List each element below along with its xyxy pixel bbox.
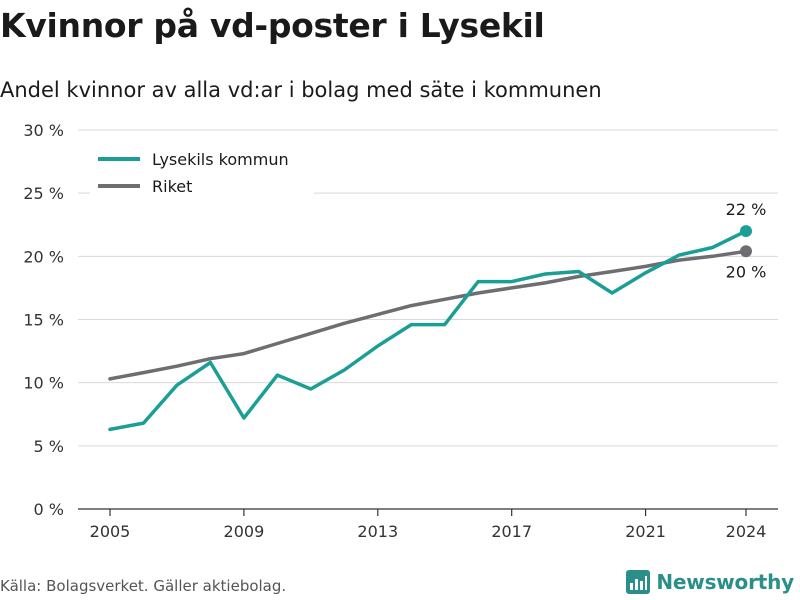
series-line [108, 229, 748, 432]
brand-name: Newsworthy [656, 570, 794, 594]
y-tick-label: 25 % [23, 184, 64, 203]
legend: Lysekils kommun Riket [90, 145, 314, 196]
y-tick-label: 15 % [23, 311, 64, 330]
source-note: Källa: Bolagsverket. Gäller aktiebolag. [0, 577, 287, 595]
y-tick-label: 30 % [23, 121, 64, 140]
legend-label: Riket [152, 177, 192, 196]
x-tick-label: 2005 [90, 522, 131, 541]
x-tick-label: 2021 [625, 522, 666, 541]
x-tick-label: 2017 [491, 522, 532, 541]
x-tick-label: 2013 [357, 522, 398, 541]
chart-title: Kvinnor på vd-poster i Lysekil [0, 6, 545, 45]
end-value-label: 20 % [726, 262, 767, 281]
end-value-label: 22 % [726, 200, 767, 219]
x-tick-label: 2024 [726, 522, 767, 541]
legend-label: Lysekils kommun [152, 150, 289, 169]
y-tick-label: 5 % [34, 437, 64, 456]
y-tick-label: 20 % [23, 247, 64, 266]
series-line [108, 249, 748, 381]
y-tick-label: 0 % [34, 500, 64, 519]
axes: 0 % 5 % 10 % 15 % 20 % 25 % 30 % 2005 2009 2013 20… [23, 121, 778, 541]
brand-logo: Newsworthy [626, 570, 794, 594]
series-end-marker [740, 225, 752, 238]
newsworthy-logo-icon [626, 570, 651, 594]
series-end-marker [740, 245, 752, 258]
end-labels: 22 % 20 % [726, 200, 767, 281]
series-lines [108, 225, 752, 432]
y-tick-label: 10 % [23, 374, 64, 393]
x-tick-label: 2009 [224, 522, 265, 541]
chart-subtitle: Andel kvinnor av alla vd:ar i bolag med … [0, 78, 602, 102]
